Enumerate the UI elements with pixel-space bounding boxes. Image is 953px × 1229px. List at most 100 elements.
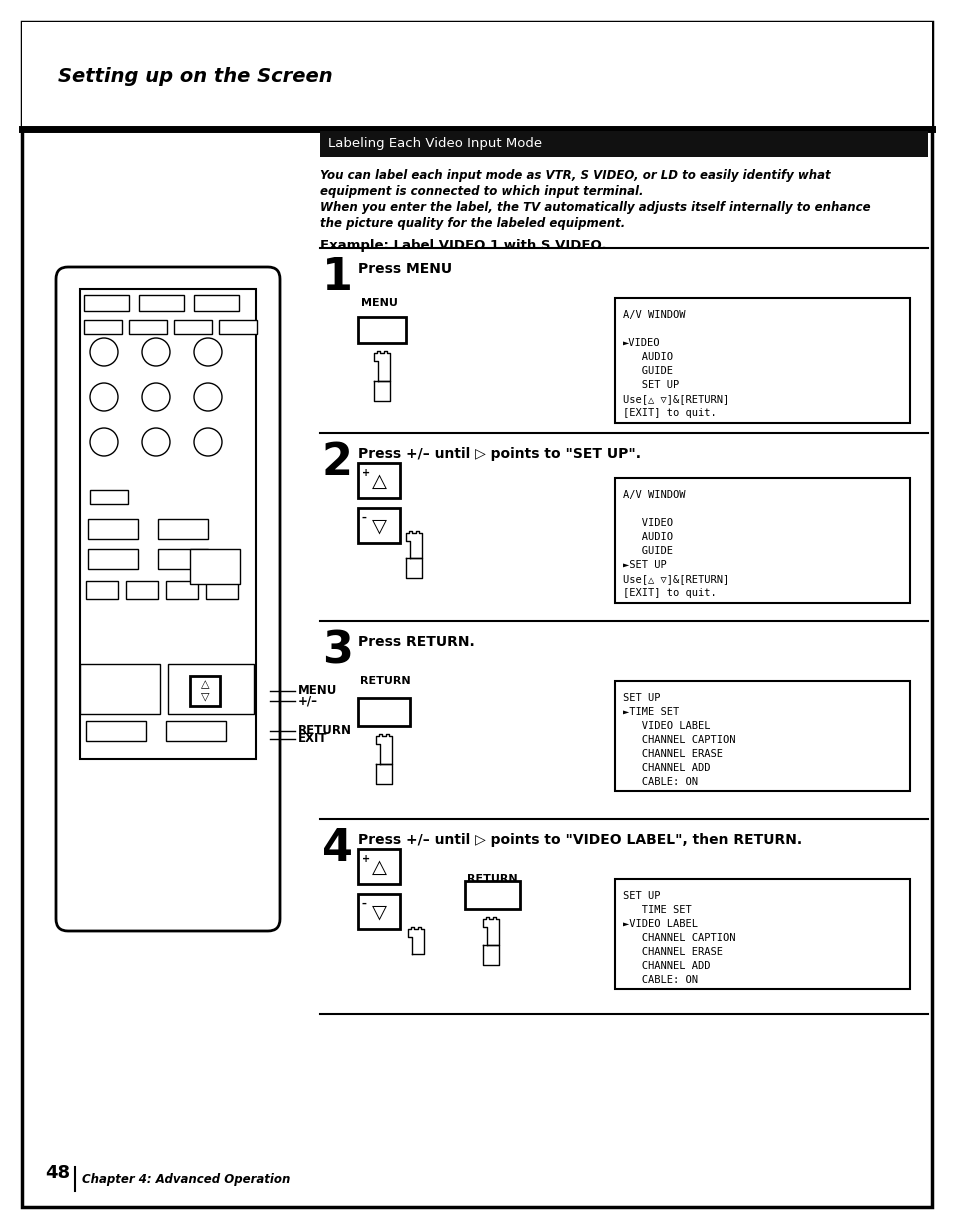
- Bar: [90, 490, 128, 504]
- Text: MENU: MENU: [297, 685, 337, 698]
- Circle shape: [90, 338, 118, 366]
- Text: SET UP: SET UP: [622, 891, 659, 901]
- Text: △: △: [371, 858, 386, 876]
- Text: +: +: [361, 854, 370, 864]
- Circle shape: [142, 428, 170, 456]
- Text: EXIT: EXIT: [297, 732, 327, 746]
- Bar: [357, 849, 399, 884]
- Text: CHANNEL ERASE: CHANNEL ERASE: [622, 948, 722, 957]
- Text: VIDEO LABEL: VIDEO LABEL: [622, 721, 710, 731]
- Bar: [357, 317, 406, 343]
- Bar: [615, 297, 909, 423]
- Text: GUIDE: GUIDE: [622, 546, 672, 556]
- Polygon shape: [374, 351, 390, 381]
- Bar: [319, 132, 927, 157]
- Bar: [80, 664, 160, 714]
- Circle shape: [142, 383, 170, 410]
- Bar: [464, 881, 519, 909]
- Text: the picture quality for the labeled equipment.: the picture quality for the labeled equi…: [319, 218, 624, 230]
- Text: AUDIO: AUDIO: [622, 351, 672, 363]
- Bar: [193, 295, 239, 311]
- Text: Press RETURN.: Press RETURN.: [357, 635, 475, 649]
- Bar: [86, 721, 146, 741]
- Text: Use[△ ▽]&[RETURN]: Use[△ ▽]&[RETURN]: [622, 574, 728, 584]
- Bar: [126, 581, 158, 599]
- Text: Labeling Each Video Input Mode: Labeling Each Video Input Mode: [328, 138, 541, 150]
- Text: You can label each input mode as VTR, S VIDEO, or LD to easily identify what: You can label each input mode as VTR, S …: [319, 170, 830, 182]
- Text: CABLE: ON: CABLE: ON: [622, 975, 698, 984]
- Circle shape: [193, 383, 222, 410]
- Bar: [357, 508, 399, 543]
- Text: TIME SET: TIME SET: [622, 905, 691, 916]
- Text: AUDIO: AUDIO: [622, 532, 672, 542]
- Circle shape: [90, 428, 118, 456]
- Bar: [357, 698, 410, 726]
- Text: △: △: [371, 472, 386, 490]
- Text: Press +/– until ▷ points to "VIDEO LABEL", then RETURN.: Press +/– until ▷ points to "VIDEO LABEL…: [357, 833, 801, 847]
- Text: SET UP: SET UP: [622, 380, 679, 390]
- Text: 3: 3: [322, 629, 353, 672]
- Text: ▽: ▽: [371, 902, 386, 922]
- Bar: [88, 519, 138, 540]
- Bar: [88, 549, 138, 569]
- Text: Setting up on the Screen: Setting up on the Screen: [58, 68, 333, 86]
- Text: equipment is connected to which input terminal.: equipment is connected to which input te…: [319, 186, 643, 198]
- Bar: [158, 519, 208, 540]
- Text: ▽: ▽: [200, 691, 209, 701]
- Text: CHANNEL ERASE: CHANNEL ERASE: [622, 748, 722, 760]
- Bar: [190, 676, 220, 705]
- Text: +: +: [361, 468, 370, 478]
- Circle shape: [193, 338, 222, 366]
- Bar: [158, 549, 208, 569]
- Text: RETURN: RETURN: [359, 676, 410, 686]
- Bar: [166, 721, 226, 741]
- Text: CHANNEL ADD: CHANNEL ADD: [622, 961, 710, 971]
- Text: CHANNEL ADD: CHANNEL ADD: [622, 763, 710, 773]
- FancyBboxPatch shape: [56, 267, 280, 932]
- Text: CABLE: ON: CABLE: ON: [622, 777, 698, 787]
- Circle shape: [142, 338, 170, 366]
- Text: Example: Label VIDEO 1 with S VIDEO.: Example: Label VIDEO 1 with S VIDEO.: [319, 238, 606, 252]
- Text: 48: 48: [45, 1164, 71, 1182]
- Text: GUIDE: GUIDE: [622, 366, 672, 376]
- Polygon shape: [482, 917, 498, 945]
- Bar: [84, 295, 129, 311]
- Text: When you enter the label, the TV automatically adjusts itself internally to enha: When you enter the label, the TV automat…: [319, 202, 870, 214]
- Bar: [615, 478, 909, 603]
- Text: –: –: [361, 898, 367, 909]
- Bar: [615, 879, 909, 989]
- Polygon shape: [406, 531, 421, 558]
- Text: VIDEO: VIDEO: [622, 517, 672, 528]
- Text: SET UP: SET UP: [622, 693, 659, 703]
- Circle shape: [193, 428, 222, 456]
- Bar: [219, 320, 256, 334]
- Bar: [22, 22, 931, 129]
- Text: Press +/– until ▷ points to "SET UP".: Press +/– until ▷ points to "SET UP".: [357, 447, 640, 461]
- Bar: [129, 320, 167, 334]
- Bar: [84, 320, 122, 334]
- Circle shape: [90, 383, 118, 410]
- Text: ►VIDEO LABEL: ►VIDEO LABEL: [622, 919, 698, 929]
- Text: ►VIDEO: ►VIDEO: [622, 338, 659, 348]
- Text: 2: 2: [322, 441, 353, 484]
- Bar: [139, 295, 184, 311]
- Text: RETURN: RETURN: [297, 725, 352, 737]
- Polygon shape: [408, 927, 423, 954]
- Text: ►TIME SET: ►TIME SET: [622, 707, 679, 717]
- Bar: [86, 581, 118, 599]
- Text: RETURN: RETURN: [467, 874, 517, 884]
- Text: –: –: [361, 512, 367, 524]
- Text: 1: 1: [322, 256, 353, 299]
- Text: +/–: +/–: [297, 694, 317, 708]
- Bar: [615, 681, 909, 791]
- Bar: [357, 463, 399, 498]
- Bar: [173, 320, 212, 334]
- Bar: [190, 549, 240, 584]
- Text: CHANNEL CAPTION: CHANNEL CAPTION: [622, 933, 735, 943]
- Text: [EXIT] to quit.: [EXIT] to quit.: [622, 587, 716, 599]
- Text: [EXIT] to quit.: [EXIT] to quit.: [622, 408, 716, 418]
- Text: Use[△ ▽]&[RETURN]: Use[△ ▽]&[RETURN]: [622, 395, 728, 404]
- Text: A/V WINDOW: A/V WINDOW: [622, 310, 685, 320]
- Bar: [206, 581, 237, 599]
- Bar: [357, 893, 399, 929]
